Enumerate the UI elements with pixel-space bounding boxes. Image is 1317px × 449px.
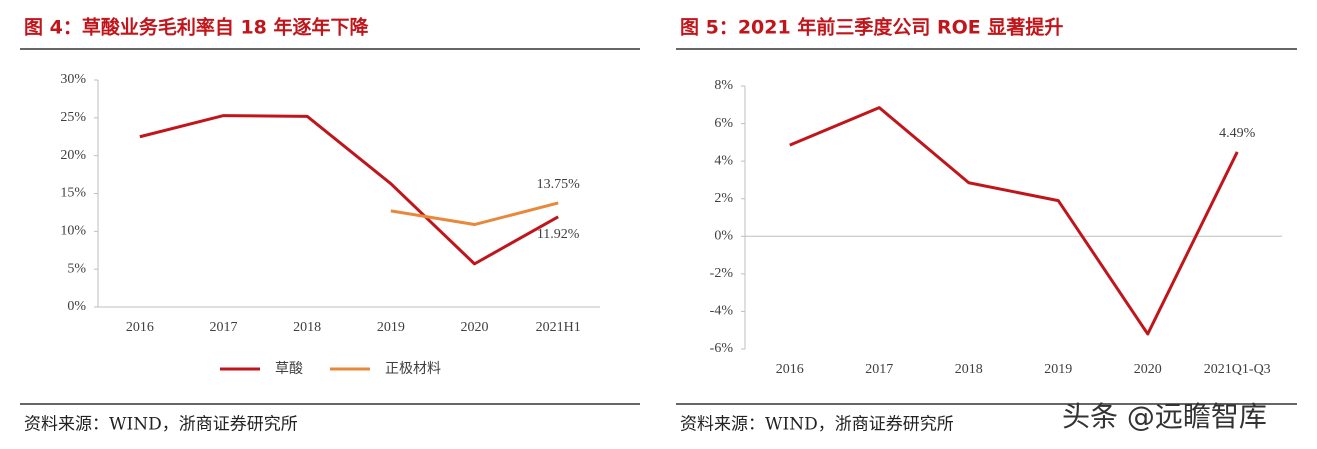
y-tick-label: -2% xyxy=(710,266,734,281)
legend-label: 草酸 xyxy=(275,361,303,377)
value-label: 11.92% xyxy=(537,227,580,242)
line xyxy=(789,106,1239,336)
y-tick-label: 15% xyxy=(60,186,86,201)
source: 资料来源：WIND，浙商证券研究所 xyxy=(680,415,954,435)
y-tick-label: 8% xyxy=(714,78,733,93)
value-label: 4.49% xyxy=(1219,126,1256,141)
source: 资料来源：WIND，浙商证券研究所 xyxy=(24,415,298,435)
x-tick-label: 2017 xyxy=(210,320,238,335)
x-tick-label: 2021Q1-Q3 xyxy=(1204,362,1271,377)
value-label: 13.75% xyxy=(537,177,581,192)
x-tick-label: 2017 xyxy=(865,362,893,377)
y-tick-label: 5% xyxy=(67,261,86,276)
y-tick-label: 4% xyxy=(714,153,733,168)
chart-title: 图 4：草酸业务毛利率自 18 年逐年下降 xyxy=(24,16,370,39)
x-tick-label: 2021H1 xyxy=(536,320,581,335)
y-tick-label: 0% xyxy=(67,299,86,314)
y-tick-label: 20% xyxy=(60,148,86,163)
x-tick-label: 2016 xyxy=(126,320,154,335)
y-tick-label: 25% xyxy=(60,110,86,125)
y-tick-label: 10% xyxy=(60,224,86,239)
legend-label: 正极材料 xyxy=(385,361,441,377)
watermark: 头条 @远瞻智库 xyxy=(1062,400,1267,433)
line xyxy=(139,114,559,266)
y-tick-label: -4% xyxy=(710,304,734,319)
y-tick-label: 6% xyxy=(714,116,733,131)
y-tick-label: 2% xyxy=(714,191,733,206)
y-tick-label: 0% xyxy=(714,229,733,244)
x-tick-label: 2020 xyxy=(1134,362,1162,377)
x-tick-label: 2019 xyxy=(377,320,405,335)
x-tick-label: 2020 xyxy=(461,320,489,335)
x-tick-label: 2018 xyxy=(293,320,321,335)
y-tick-label: 30% xyxy=(60,72,86,87)
x-tick-label: 2016 xyxy=(776,362,804,377)
x-tick-label: 2019 xyxy=(1044,362,1072,377)
chart-title: 图 5：2021 年前三季度公司 ROE 显著提升 xyxy=(680,16,1063,39)
x-tick-label: 2018 xyxy=(955,362,983,377)
y-tick-label: -6% xyxy=(710,341,734,356)
line xyxy=(390,201,559,227)
